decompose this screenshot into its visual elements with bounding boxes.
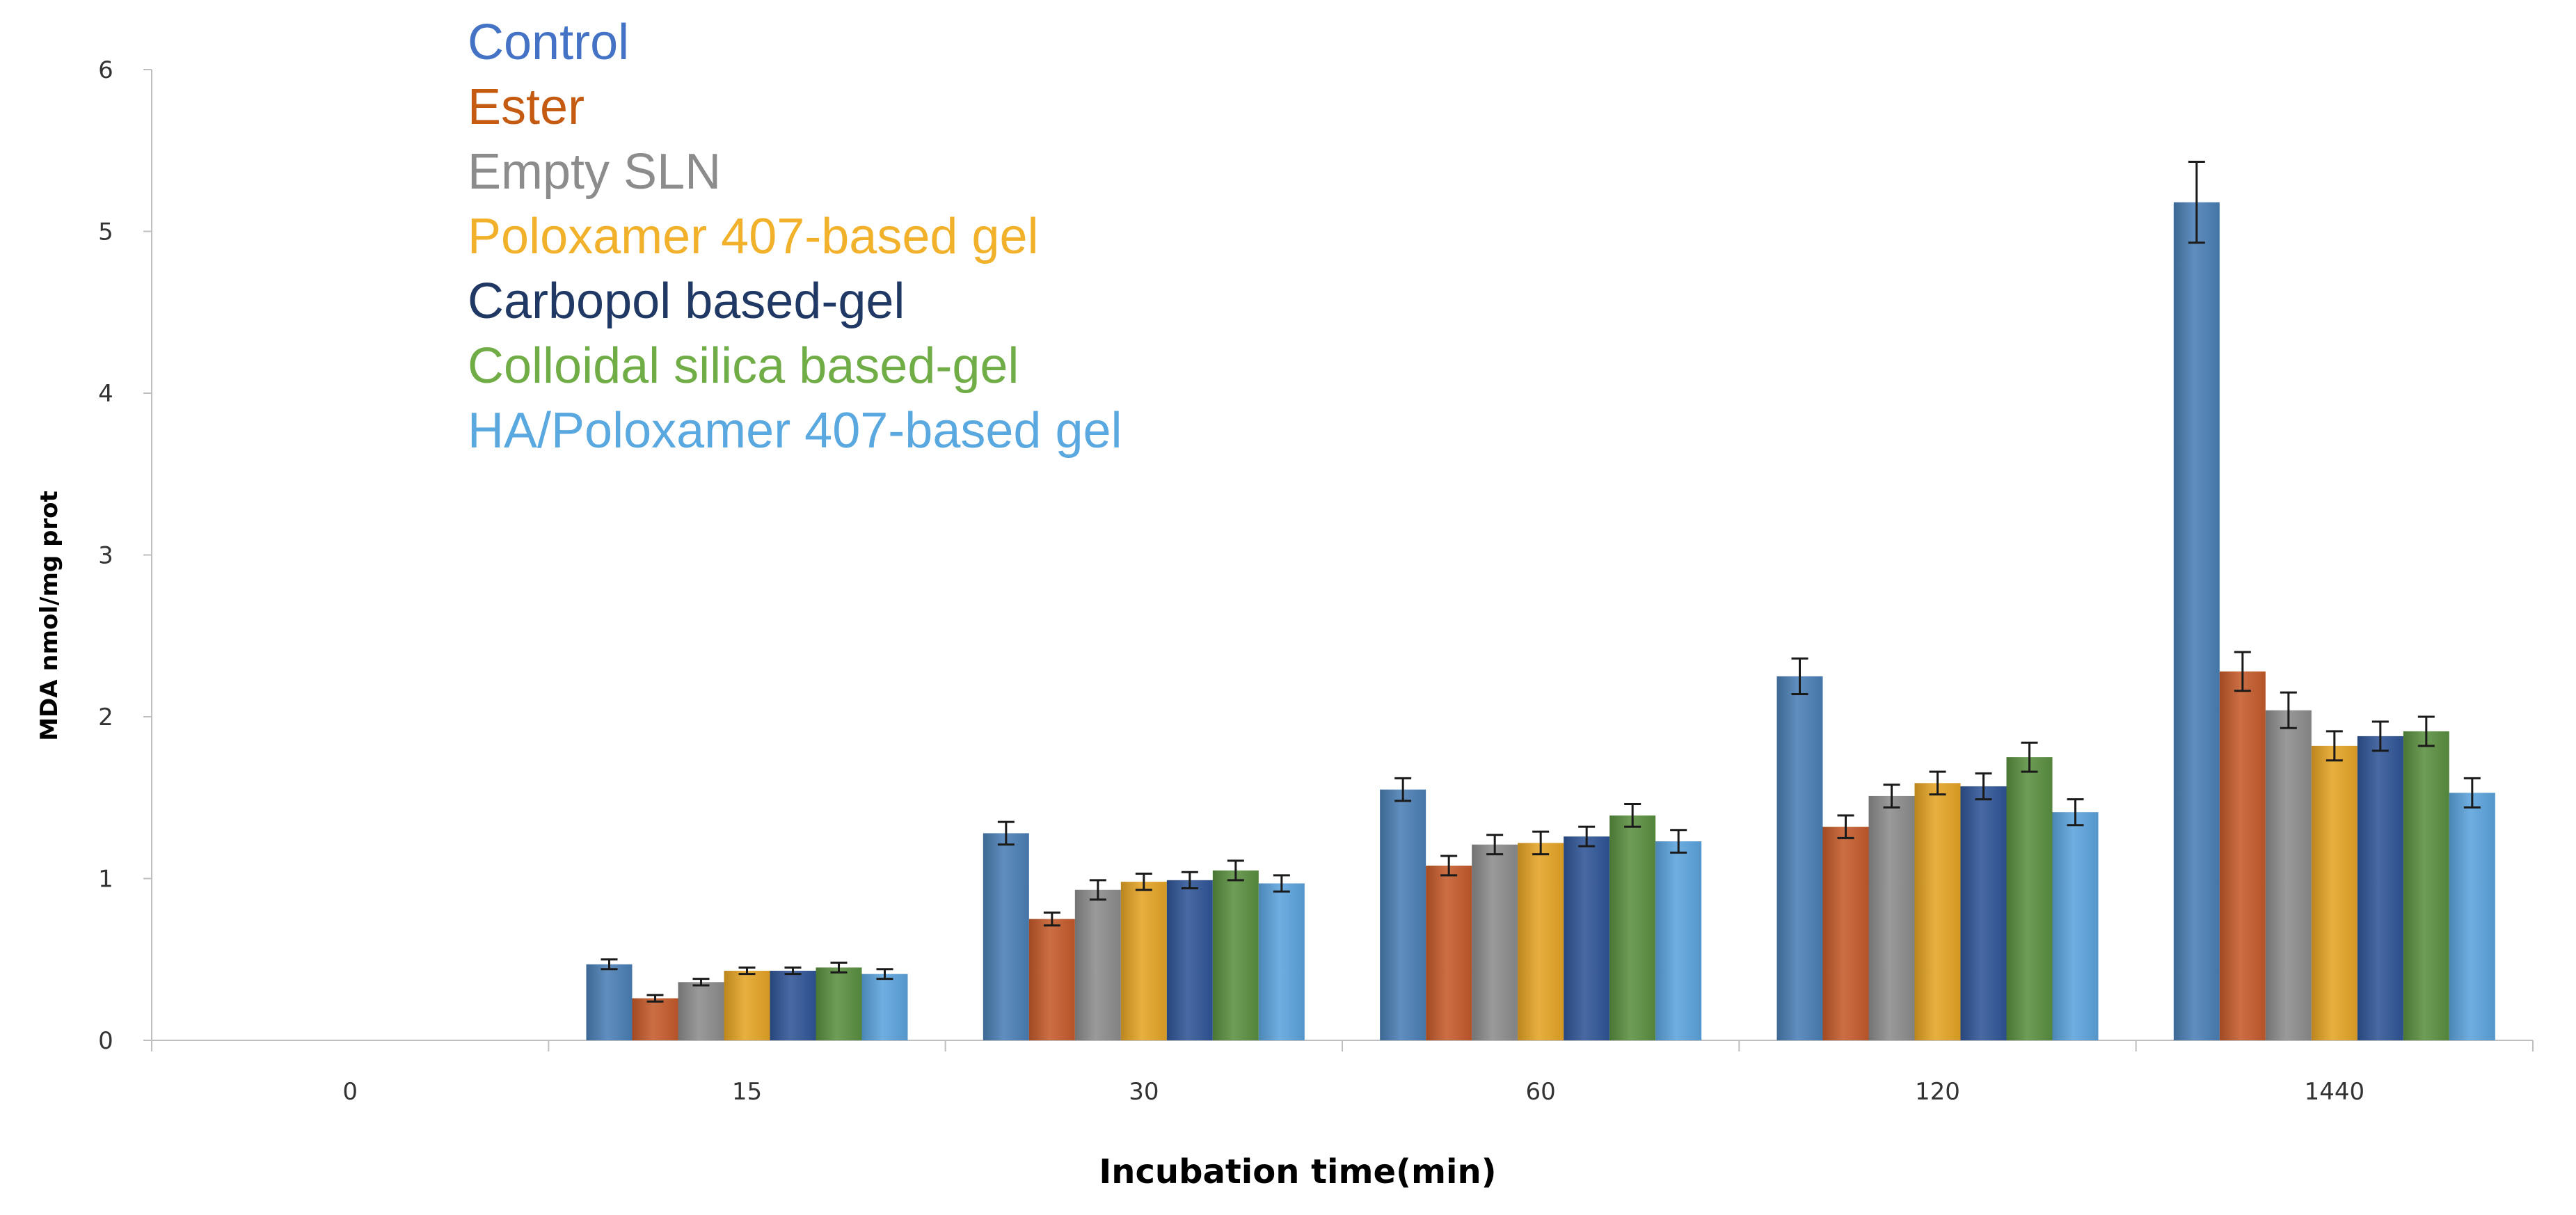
x-tick-label: 15: [732, 1078, 762, 1106]
legend-item-control: Control: [468, 15, 629, 70]
error-bar-ha-poloxamer-407-based-gel-30: [1273, 874, 1290, 893]
error-bar-carbopol-based-gel-120: [1975, 772, 1992, 801]
error-bar-control-15: [601, 958, 618, 971]
error-bar-poloxamer-407-based-gel-15: [738, 966, 756, 976]
y-tick-label: 0: [98, 1027, 113, 1055]
error-bar-control-1440: [2188, 161, 2205, 244]
y-tick-label: 1: [98, 866, 113, 894]
legend-item-colloidal-silica-based-gel: Colloidal silica based-gel: [468, 338, 1019, 394]
error-bar-carbopol-based-gel-1440: [2371, 720, 2389, 752]
x-tick-label: 30: [1129, 1078, 1159, 1106]
y-axis: 0 1 2 3 4 5 6: [98, 56, 152, 1055]
error-bar-colloidal-silica-based-gel-120: [2021, 741, 2038, 773]
error-bar-empty-sln-1440: [2280, 691, 2297, 729]
bar-empty-sln-60: [1472, 844, 1518, 1040]
error-bar-ester-60: [1440, 855, 1458, 877]
error-bar-ester-15: [646, 994, 664, 1003]
error-bar-poloxamer-407-based-gel-120: [1929, 770, 1946, 796]
bar-control-30: [983, 833, 1029, 1040]
error-bar-colloidal-silica-based-gel-1440: [2417, 715, 2435, 747]
error-bar-ha-poloxamer-407-based-gel-15: [876, 968, 893, 980]
bar-ester-30: [1028, 919, 1075, 1040]
bar-ester-1440: [2219, 671, 2266, 1040]
error-bar-empty-sln-15: [692, 978, 710, 987]
error-bar-ester-120: [1837, 814, 1854, 839]
error-bar-empty-sln-120: [1883, 784, 1900, 809]
bar-poloxamer-407-based-gel-1440: [2311, 745, 2358, 1040]
legend: Control Ester Empty SLN Poloxamer 407-based…: [468, 15, 1122, 459]
error-bar-poloxamer-407-based-gel-1440: [2325, 730, 2343, 762]
y-tick-label: 2: [98, 704, 113, 731]
bar-poloxamer-407-based-gel-120: [1914, 783, 1961, 1040]
bar-control-120: [1776, 676, 1823, 1040]
error-bar-poloxamer-407-based-gel-60: [1532, 830, 1550, 856]
bar-ester-60: [1426, 865, 1472, 1040]
error-bar-empty-sln-30: [1089, 879, 1106, 901]
x-tick-label: 120: [1915, 1078, 1960, 1106]
error-bar-control-30: [997, 820, 1015, 846]
x-axis: 0 15 30 60 120 1440: [151, 1040, 2534, 1106]
y-tick-label: 6: [98, 56, 113, 84]
bar-poloxamer-407-based-gel-60: [1518, 843, 1564, 1040]
bar-colloidal-silica-based-gel-15: [816, 967, 862, 1040]
error-bar-colloidal-silica-based-gel-30: [1227, 859, 1244, 882]
error-bar-colloidal-silica-based-gel-15: [830, 961, 848, 974]
error-bar-empty-sln-60: [1486, 834, 1504, 856]
bar-control-60: [1380, 789, 1426, 1040]
legend-item-ester: Ester: [468, 79, 585, 135]
y-tick-label: 4: [98, 380, 113, 408]
bar-ha-poloxamer-407-based-gel-15: [861, 974, 908, 1040]
legend-item-carbopol-based-gel: Carbopol based-gel: [468, 273, 905, 329]
bar-empty-sln-30: [1074, 889, 1121, 1040]
bar-carbopol-based-gel-120: [1960, 786, 2007, 1040]
bar-ester-120: [1822, 827, 1869, 1040]
bars: [586, 161, 2495, 1040]
bar-colloidal-silica-based-gel-60: [1609, 815, 1656, 1040]
bar-poloxamer-407-based-gel-15: [724, 971, 770, 1040]
x-tick-label: 1440: [2305, 1078, 2365, 1106]
error-bar-control-60: [1394, 777, 1412, 802]
error-bar-carbopol-based-gel-60: [1578, 825, 1596, 848]
bar-empty-sln-120: [1868, 795, 1915, 1040]
error-bar-ha-poloxamer-407-based-gel-120: [2067, 798, 2084, 827]
bar-ester-15: [632, 998, 678, 1040]
y-axis-title: MDA nmol/mg prot: [35, 491, 63, 741]
error-bar-ha-poloxamer-407-based-gel-60: [1670, 829, 1687, 854]
error-bar-colloidal-silica-based-gel-60: [1624, 803, 1641, 828]
bar-ha-poloxamer-407-based-gel-1440: [2449, 793, 2495, 1040]
bar-carbopol-based-gel-1440: [2357, 736, 2403, 1040]
error-bar-poloxamer-407-based-gel-30: [1135, 873, 1152, 891]
y-tick-label: 3: [98, 542, 113, 570]
bar-control-1440: [2173, 202, 2220, 1040]
error-bar-carbopol-based-gel-30: [1181, 871, 1198, 889]
legend-item-empty-sln: Empty SLN: [468, 144, 721, 200]
bar-carbopol-based-gel-60: [1564, 836, 1610, 1040]
bar-colloidal-silica-based-gel-120: [2006, 757, 2053, 1040]
error-bar-ester-30: [1043, 911, 1060, 927]
legend-item-poloxamer-407-based-gel: Poloxamer 407-based gel: [468, 209, 1039, 264]
bar-carbopol-based-gel-15: [770, 971, 816, 1040]
x-tick-label: 60: [1526, 1078, 1556, 1106]
bar-empty-sln-1440: [2265, 710, 2312, 1040]
legend-item-ha-poloxamer-407-based-gel: HA/Poloxamer 407-based gel: [468, 403, 1122, 459]
bar-ha-poloxamer-407-based-gel-120: [2052, 812, 2099, 1040]
error-bar-carbopol-based-gel-15: [784, 966, 802, 976]
y-tick-label: 5: [98, 219, 113, 246]
bar-colloidal-silica-based-gel-30: [1212, 870, 1259, 1040]
error-bar-control-120: [1791, 657, 1808, 695]
bar-empty-sln-15: [678, 982, 724, 1040]
bar-poloxamer-407-based-gel-30: [1120, 882, 1167, 1040]
x-axis-title: Incubation time(min): [1099, 1152, 1496, 1191]
error-bar-ester-1440: [2234, 651, 2251, 692]
bar-control-15: [586, 964, 633, 1040]
bar-ha-poloxamer-407-based-gel-60: [1655, 841, 1702, 1040]
error-bar-ha-poloxamer-407-based-gel-1440: [2463, 777, 2481, 809]
bar-ha-poloxamer-407-based-gel-30: [1258, 883, 1305, 1040]
bar-colloidal-silica-based-gel-1440: [2403, 731, 2449, 1040]
bar-carbopol-based-gel-30: [1166, 880, 1213, 1040]
x-tick-label: 0: [342, 1078, 358, 1106]
